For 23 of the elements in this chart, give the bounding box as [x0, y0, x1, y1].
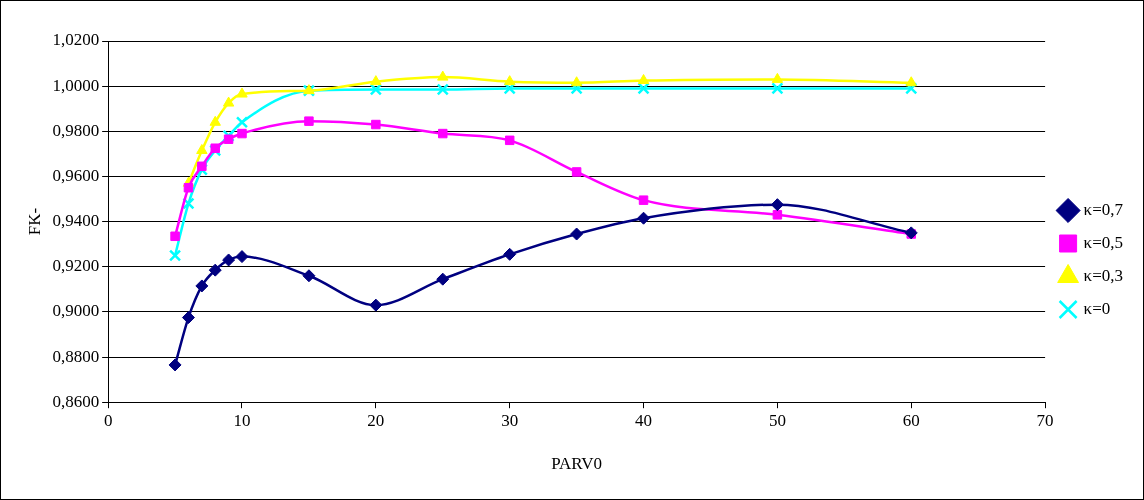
x-tick-label: 40 [635, 410, 653, 430]
y-tick-label: 0,9600 [52, 165, 100, 185]
y-tick-label: 0,9200 [52, 256, 100, 276]
x-tick-label: 30 [501, 410, 519, 430]
legend-label: κ=0,3 [1083, 265, 1123, 285]
legend-label: κ=0,5 [1083, 232, 1123, 252]
y-tick-label: 0,9800 [52, 120, 100, 140]
legend-label: κ=0 [1083, 298, 1111, 318]
y-tick-label: 1,0200 [52, 30, 100, 50]
y-tick-label: 1,0000 [52, 75, 100, 95]
y-axis-title: FK- [24, 207, 44, 236]
y-tick-label: 0,9000 [52, 301, 100, 321]
x-tick-label: 60 [902, 410, 920, 430]
x-tick-label: 50 [768, 410, 786, 430]
y-tick-label: 0,9400 [52, 211, 100, 231]
x-tick-label: 70 [1036, 410, 1054, 430]
x-axis-title: PARV0 [551, 454, 603, 474]
y-tick-label: 0,8800 [52, 346, 100, 366]
x-tick-label: 20 [367, 410, 385, 430]
x-tick-label: 10 [233, 410, 251, 430]
legend-label: κ=0,7 [1083, 199, 1124, 219]
x-tick-label: 0 [103, 410, 113, 430]
y-tick-label: 0,8600 [52, 391, 100, 411]
